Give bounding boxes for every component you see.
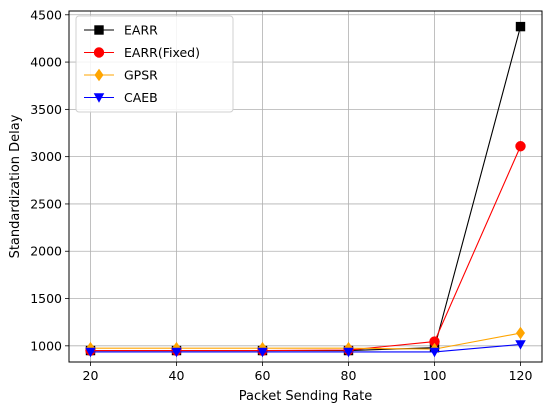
x-tick-label: 120 <box>509 368 533 383</box>
data-point <box>516 326 525 340</box>
x-tick-label: 20 <box>83 368 99 383</box>
data-point <box>429 347 440 358</box>
y-tick-label: 3000 <box>30 149 62 164</box>
y-tick-label: 3500 <box>30 102 62 117</box>
plot-series <box>85 21 526 358</box>
series-line <box>90 343 521 353</box>
legend-box <box>75 15 234 113</box>
legend: EARR EARR(Fixed) GPSR CAEB <box>75 15 234 113</box>
data-point <box>257 347 268 358</box>
legend-item: CAEB <box>84 90 158 105</box>
y-tick-label: 4000 <box>30 55 62 70</box>
y-tick-label: 1000 <box>30 338 62 353</box>
legend-label: CAEB <box>124 90 158 105</box>
y-axis-ticks: 1000 1500 2000 2500 3000 3500 4000 4500 <box>30 7 69 353</box>
series-earr-fixed <box>85 141 526 356</box>
legend-label: EARR(Fixed) <box>124 45 200 60</box>
series-caeb <box>85 340 526 358</box>
x-tick-label: 100 <box>423 368 447 383</box>
series-line <box>90 332 521 350</box>
plot-frame <box>68 10 543 363</box>
y-tick-label: 4500 <box>30 7 62 22</box>
x-tick-label: 60 <box>255 368 271 383</box>
legend-marker <box>94 68 104 82</box>
y-tick-label: 2000 <box>30 244 62 259</box>
legend-marker <box>93 93 105 103</box>
y-tick-label: 1500 <box>30 291 62 306</box>
legend-marker <box>94 25 104 35</box>
legend-item: GPSR <box>84 68 158 83</box>
y-axis-label: Standardization Delay <box>8 114 23 258</box>
x-axis-label: Packet Sending Rate <box>239 389 372 404</box>
legend-item: EARR(Fixed) <box>84 45 200 60</box>
data-point <box>85 347 96 358</box>
legend-label: EARR <box>124 23 158 38</box>
data-point <box>515 340 526 350</box>
data-point <box>515 21 526 32</box>
x-axis-ticks: 20 40 60 80 100 120 <box>83 362 533 383</box>
data-point <box>343 347 354 358</box>
legend-item: EARR <box>84 23 158 38</box>
series-line <box>90 146 522 352</box>
x-tick-label: 40 <box>169 368 185 383</box>
y-tick-label: 2500 <box>30 196 62 211</box>
legend-marker <box>93 47 105 58</box>
legend-label: GPSR <box>124 68 158 83</box>
x-tick-label: 80 <box>341 368 357 383</box>
data-point <box>171 347 182 358</box>
data-point <box>515 141 526 152</box>
